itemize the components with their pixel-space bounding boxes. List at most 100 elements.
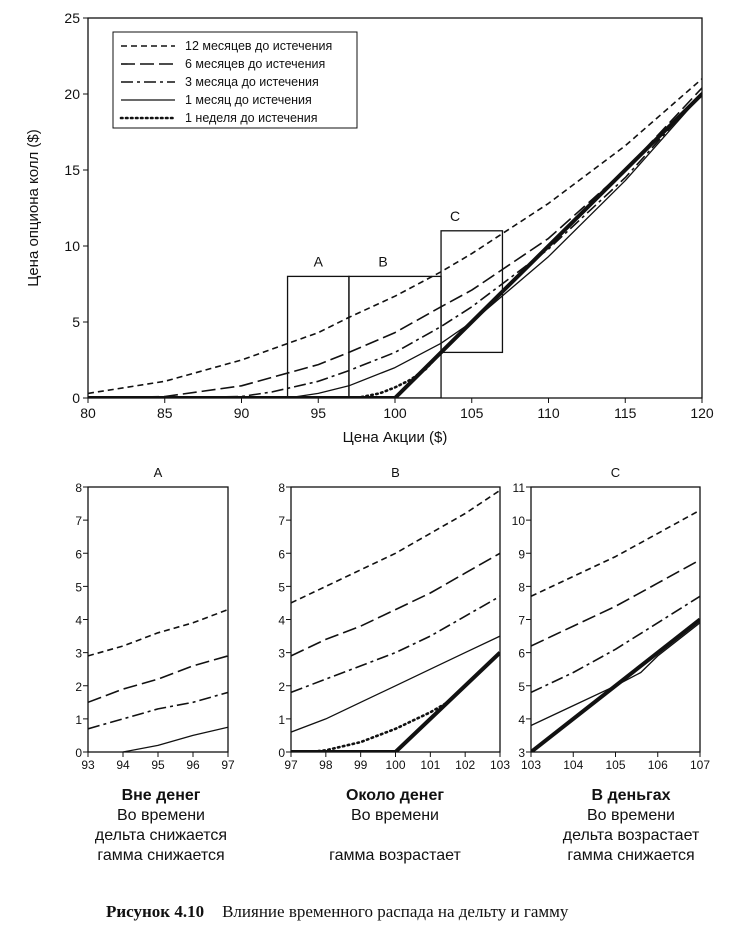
panel-1-y-tick-label: 8 bbox=[75, 481, 82, 495]
panel-1-plot-area bbox=[88, 608, 228, 752]
panel-2-y-tick-label: 7 bbox=[278, 514, 285, 528]
figure-number: Рисунок 4.10 bbox=[106, 902, 205, 921]
panel-2-x-tick-label: 101 bbox=[420, 758, 440, 772]
panel-1-y-tick-label: 6 bbox=[75, 547, 82, 561]
panel-1-y-tick-label: 2 bbox=[75, 680, 82, 694]
panel-2-y-tick-label: 0 bbox=[278, 746, 285, 760]
panel-1-x-tick-label: 97 bbox=[221, 758, 235, 772]
panel-3-y-tick-label: 9 bbox=[518, 547, 525, 561]
panel-0-series-line bbox=[287, 93, 702, 398]
panel-0-series-line bbox=[355, 351, 443, 398]
panel-0-plot-area bbox=[88, 78, 702, 398]
panel-2-series-line bbox=[291, 595, 500, 694]
legend-label: 6 месяцев до истечения bbox=[185, 57, 325, 71]
panel-2-y-tick-label: 4 bbox=[278, 614, 285, 628]
panel-3-y-tick-label: 4 bbox=[518, 713, 525, 727]
panel-0-y-tick-label: 0 bbox=[72, 390, 80, 406]
panel-3-x-tick-label: 107 bbox=[690, 758, 710, 772]
panel-0-x-tick-label: 100 bbox=[383, 405, 407, 421]
panel-3-plot-area bbox=[531, 509, 700, 752]
panel-0-y-tick-label: 15 bbox=[64, 162, 80, 178]
region-box-c bbox=[440, 230, 504, 354]
region-label-a: A bbox=[314, 253, 324, 269]
panel-0-x-tick-label: 80 bbox=[80, 405, 96, 421]
panel-0-x-tick-label: 85 bbox=[157, 405, 173, 421]
caption-line: гамма снижается bbox=[567, 847, 695, 864]
caption-title: Около денег bbox=[345, 787, 445, 804]
legend-box bbox=[112, 31, 358, 129]
panel-3-series-line bbox=[531, 595, 700, 694]
caption-line: Во времени bbox=[351, 807, 439, 824]
caption-line: гамма возрастает bbox=[329, 847, 461, 864]
panel-3-x-tick-label: 104 bbox=[563, 758, 583, 772]
panel-0-series-line bbox=[88, 91, 702, 398]
caption-line: дельта возрастает bbox=[562, 827, 700, 844]
panel-1-y-tick-label: 1 bbox=[75, 713, 82, 727]
panel-2-series-line bbox=[307, 700, 450, 752]
panel-3-title: C bbox=[611, 465, 620, 480]
panel-2-plot-area bbox=[291, 489, 500, 752]
panel-3-y-tick-label: 3 bbox=[518, 746, 525, 760]
legend-label: 3 месяца до истечения bbox=[185, 75, 319, 89]
panel-2-title: B bbox=[391, 465, 400, 480]
panel-3-series-line bbox=[531, 622, 700, 727]
panel-3-x-tick-label: 105 bbox=[605, 758, 625, 772]
panel-2-intrinsic-value-line bbox=[291, 651, 500, 752]
panel-3-plot-frame bbox=[530, 486, 701, 753]
panel-2-x-tick-label: 98 bbox=[319, 758, 333, 772]
panel-1-series-line bbox=[88, 655, 228, 704]
panel-0-x-axis-label: Цена Акции ($) bbox=[343, 429, 448, 446]
caption-title: Вне денег bbox=[121, 787, 201, 804]
panel-2-series-line bbox=[291, 552, 500, 657]
panel-2-x-tick-label: 102 bbox=[455, 758, 475, 772]
panel-1-x-tick-label: 93 bbox=[81, 758, 95, 772]
panel-3-y-tick-label: 5 bbox=[518, 680, 525, 694]
panel-2-series-line bbox=[291, 489, 500, 604]
panel-2-x-tick-label: 97 bbox=[284, 758, 298, 772]
legend-label: 1 месяц до истечения bbox=[185, 93, 312, 107]
panel-1-y-tick-label: 7 bbox=[75, 514, 82, 528]
region-box-a bbox=[286, 275, 350, 398]
panel-0-series-line bbox=[88, 78, 702, 395]
panel-1-y-tick-label: 3 bbox=[75, 647, 82, 661]
panel-1-y-tick-label: 0 bbox=[75, 746, 82, 760]
panel-2-y-tick-label: 6 bbox=[278, 547, 285, 561]
legend-label: 12 месяцев до истечения bbox=[185, 39, 332, 53]
caption-line: Во времени bbox=[117, 807, 205, 824]
panel-1-series-line bbox=[122, 726, 228, 752]
panel-3-x-tick-label: 103 bbox=[521, 758, 541, 772]
panel-2-series-line bbox=[291, 635, 500, 733]
panel-0-x-tick-label: 105 bbox=[460, 405, 484, 421]
panel-3-y-tick-label: 7 bbox=[518, 614, 525, 628]
panel-3-intrinsic-value-line bbox=[531, 617, 700, 752]
panel-0-x-tick-label: 95 bbox=[310, 405, 326, 421]
panel-3-x-tick-label: 106 bbox=[648, 758, 668, 772]
panel-2-x-tick-label: 103 bbox=[490, 758, 510, 772]
panel-1-y-tick-label: 4 bbox=[75, 614, 82, 628]
panel-2-plot-frame bbox=[290, 486, 501, 753]
caption-line: гамма снижается bbox=[97, 847, 225, 864]
panel-1-x-tick-label: 95 bbox=[151, 758, 165, 772]
panel-2-y-tick-label: 8 bbox=[278, 481, 285, 495]
panel-2-y-tick-label: 2 bbox=[278, 680, 285, 694]
panel-0-y-axis-label: Цена опциона колл ($) bbox=[25, 129, 42, 287]
panel-2-x-tick-label: 100 bbox=[385, 758, 405, 772]
panel-3-y-tick-label: 10 bbox=[512, 514, 526, 528]
figure-caption: Рисунок 4.10 Влияние временного распада н… bbox=[106, 902, 726, 922]
panel-1-x-tick-label: 94 bbox=[116, 758, 130, 772]
panel-1-y-tick-label: 5 bbox=[75, 580, 82, 594]
region-label-b: B bbox=[378, 253, 387, 269]
panel-3-y-tick-label: 6 bbox=[518, 647, 525, 661]
panel-2-y-tick-label: 1 bbox=[278, 713, 285, 727]
caption-at-money: Около денег Во времени гамма возрастает bbox=[295, 786, 495, 866]
panel-0-y-tick-label: 20 bbox=[64, 86, 80, 102]
panel-0-x-tick-label: 120 bbox=[690, 405, 714, 421]
panel-1-plot-frame bbox=[87, 486, 229, 753]
caption-line bbox=[295, 826, 495, 846]
region-label-c: C bbox=[450, 208, 460, 224]
legend-label: 1 неделя до истечения bbox=[185, 111, 318, 125]
panel-0-x-tick-label: 90 bbox=[234, 405, 250, 421]
panel-3-series-line bbox=[531, 559, 700, 647]
panel-0-series-line bbox=[88, 87, 702, 398]
